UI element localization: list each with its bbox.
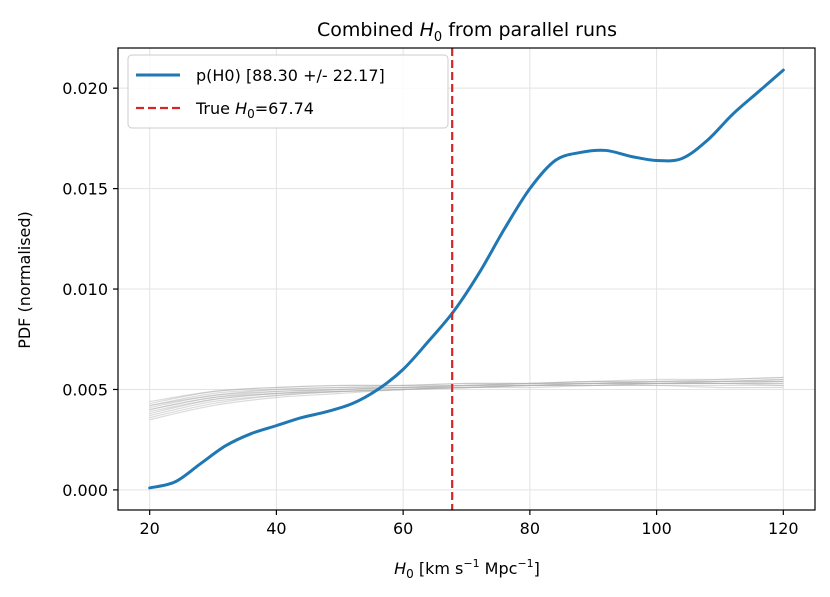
parallel-run-line [149,380,784,421]
parallel-run-line [149,378,784,407]
pdf-series-line [148,68,785,490]
parallel-runs [149,376,784,421]
parallel-run-line [149,380,784,419]
y-tick-label: 0.015 [62,180,108,199]
x-tick-label: 20 [140,519,160,538]
parallel-run-line [149,380,784,403]
y-tick-label: 0.000 [62,481,108,500]
parallel-run-line [149,378,784,405]
y-axis-label: PDF (normalised) [15,211,34,349]
parallel-run-line [149,376,784,417]
parallel-run-line [149,380,784,407]
parallel-run-line [149,384,784,411]
y-tick-label: 0.010 [62,280,108,299]
x-tick-label: 40 [266,519,286,538]
parallel-run-line [149,382,784,415]
legend-label-true-h0: True H0=67.74 [195,99,314,121]
y-tick-label: 0.005 [62,380,108,399]
y-tick-label: 0.020 [62,79,108,98]
x-tick-label: 60 [393,519,413,538]
parallel-run-line [149,384,784,411]
parallel-run-line [149,376,784,413]
chart-title: Combined H0 from parallel runs [317,19,617,45]
legend-box [127,54,449,129]
x-tick-label: 100 [641,519,672,538]
legend-label-pdf: p(H0) [88.30 +/- 22.17] [196,66,385,85]
x-tick-label: 80 [520,519,540,538]
legend: p(H0) [88.30 +/- 22.17] True H0=67.74 [127,54,449,129]
x-axis-label: H0 [km s−1 Mpc−1] [394,557,540,581]
parallel-run-line [149,382,784,409]
ticks: 20 40 60 80 100 120 0.000 0.005 0.010 0.015 0.020 [62,79,798,538]
series-layer [148,68,785,490]
x-tick-label: 120 [768,519,799,538]
plot-frame [117,47,816,511]
